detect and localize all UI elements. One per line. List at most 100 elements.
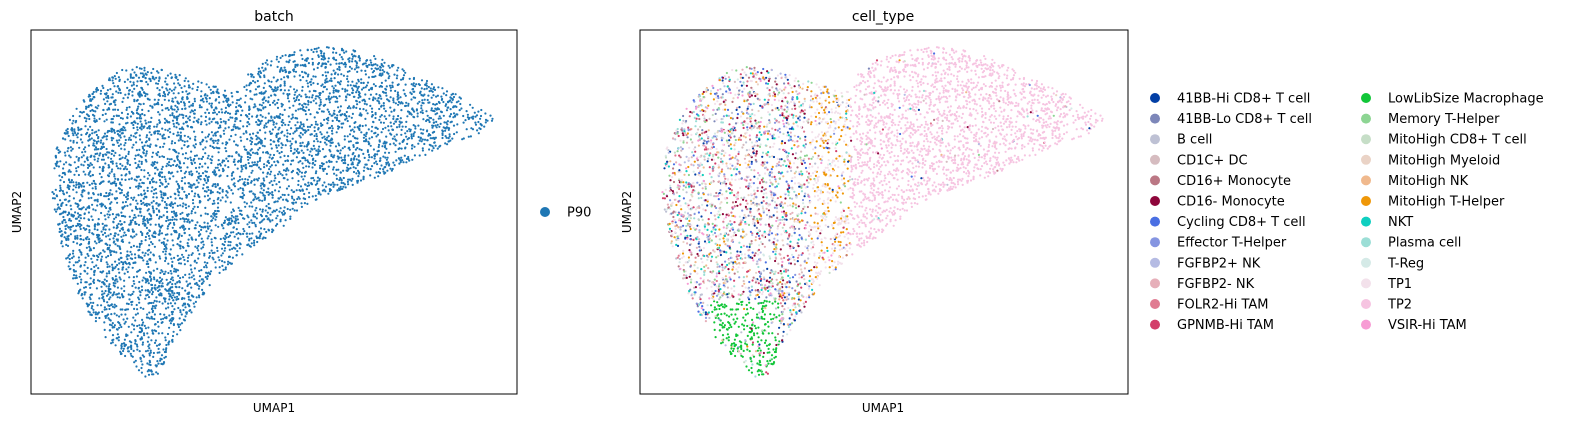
scatter-point: [102, 249, 105, 252]
scatter-point: [287, 115, 290, 118]
scatter-point: [152, 192, 155, 195]
scatter-point: [208, 197, 211, 200]
scatter-point: [360, 78, 363, 81]
scatter-point: [168, 298, 171, 301]
scatter-point: [182, 202, 185, 205]
scatter-point: [347, 140, 351, 143]
scatter-point: [245, 131, 248, 134]
scatter-point: [364, 117, 367, 120]
scatter-point: [162, 155, 166, 159]
scatter-point: [204, 146, 207, 149]
scatter-point: [78, 223, 81, 226]
scatter-point: [216, 191, 219, 194]
scatter-point: [97, 267, 100, 270]
scatter-point: [148, 138, 151, 141]
scatter-point: [241, 178, 244, 181]
scatter-point: [138, 102, 141, 105]
scatter-point: [263, 124, 266, 127]
scatter-point: [136, 348, 139, 351]
scatter-point: [362, 98, 365, 101]
scatter-point: [339, 105, 342, 108]
scatter-point: [168, 127, 171, 130]
scatter-point: [402, 161, 405, 164]
scatter-point: [225, 99, 228, 102]
scatter-point: [168, 121, 171, 124]
scatter-point: [140, 366, 143, 370]
scatter-point: [132, 261, 135, 265]
scatter-point: [179, 137, 182, 140]
scatter-point: [83, 160, 86, 163]
scatter-point: [183, 176, 186, 179]
scatter-point: [146, 219, 149, 223]
scatter-point: [198, 166, 201, 169]
scatter-point: [70, 213, 73, 216]
scatter-point: [158, 288, 161, 291]
scatter-point: [307, 128, 310, 132]
scatter-point: [319, 164, 322, 167]
scatter-point: [380, 131, 383, 134]
scatter-point: [128, 261, 131, 265]
scatter-point: [69, 146, 72, 149]
scatter-point: [207, 133, 211, 136]
scatter-point: [210, 161, 213, 165]
scatter-point: [431, 126, 434, 129]
scatter-point: [81, 141, 84, 144]
scatter-point: [397, 103, 400, 106]
scatter-point: [248, 205, 251, 208]
scatter-point: [164, 259, 167, 263]
scatter-point: [381, 58, 384, 61]
scatter-point: [268, 156, 271, 159]
scatter-point: [338, 62, 341, 65]
scatter-point: [182, 116, 185, 119]
scatter-point: [204, 111, 207, 114]
scatter-point: [154, 166, 158, 169]
scatter-point: [167, 219, 170, 222]
scatter-point: [92, 247, 95, 250]
scatter-point: [447, 137, 450, 140]
scatter-point: [393, 73, 396, 76]
scatter-point: [437, 117, 440, 120]
scatter-point: [275, 55, 279, 58]
scatter-point: [304, 72, 308, 75]
scatter-point: [354, 167, 357, 170]
scatter-point: [270, 180, 273, 183]
scatter-point: [146, 186, 149, 189]
scatter-point: [325, 74, 328, 77]
scatter-point: [120, 235, 123, 238]
scatter-point: [221, 142, 224, 145]
scatter-point: [187, 192, 191, 196]
scatter-point: [121, 100, 124, 103]
scatter-point: [135, 149, 138, 152]
scatter-point: [138, 268, 141, 272]
scatter-point: [193, 112, 196, 115]
scatter-point: [246, 125, 249, 128]
scatter-point: [246, 182, 249, 185]
scatter-point: [224, 240, 227, 243]
scatter-point: [370, 61, 373, 64]
scatter-point: [445, 103, 448, 106]
scatter-point: [113, 75, 116, 78]
scatter-point: [209, 88, 212, 91]
scatter-point: [122, 125, 125, 129]
scatter-point: [134, 313, 137, 316]
scatter-point: [114, 260, 117, 263]
scatter-point: [266, 63, 269, 66]
scatter-point: [213, 173, 216, 176]
scatter-point: [226, 263, 230, 266]
scatter-point: [253, 183, 256, 186]
scatter-point: [397, 157, 400, 160]
scatter-point: [103, 224, 107, 227]
scatter-point: [203, 221, 206, 224]
scatter-point: [331, 132, 334, 135]
scatter-point: [347, 183, 350, 186]
scatter-point: [66, 213, 69, 217]
scatter-point: [389, 143, 392, 146]
scatter-point: [103, 132, 107, 135]
scatter-point: [449, 108, 452, 111]
scatter-point: [389, 96, 392, 99]
scatter-point: [118, 229, 122, 232]
scatter-point: [315, 137, 318, 141]
scatter-point: [175, 211, 178, 215]
scatter-point: [58, 222, 61, 225]
scatter-point: [171, 296, 174, 299]
